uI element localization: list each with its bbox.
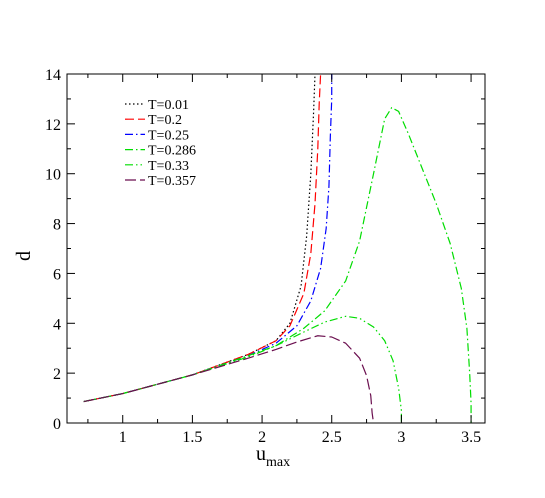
series-line-5 <box>83 335 375 424</box>
series-line-4 <box>83 315 402 423</box>
series-line-0 <box>83 73 316 403</box>
series-line-1 <box>83 73 322 403</box>
legend-label: T=0.2 <box>148 113 182 128</box>
x-tick-label: 2.5 <box>322 429 342 446</box>
x-axis-title-sub: max <box>266 455 290 470</box>
plot-area <box>66 73 486 424</box>
y-tick-label: 14 <box>45 67 61 84</box>
x-tick-label: 3 <box>397 429 405 446</box>
y-tick-label: 6 <box>53 266 61 283</box>
x-tick-label: 1 <box>119 429 127 446</box>
tick-labels: 1 1.5 2 2.5 3 3.5 0 2 4 6 8 10 12 14 <box>45 67 481 446</box>
series-line-2 <box>83 74 333 403</box>
legend-label: T=0.286 <box>148 144 196 159</box>
y-tick-label: 2 <box>53 366 61 383</box>
x-tick-label: 1.5 <box>182 429 202 446</box>
y-tick-label: 8 <box>53 217 61 234</box>
legend-label: T=0.25 <box>148 128 189 143</box>
series-layer <box>83 73 472 424</box>
series-line-3 <box>83 107 472 423</box>
plot-frame <box>66 73 486 424</box>
x-tick-label: 3.5 <box>461 429 481 446</box>
y-tick-label: 10 <box>45 167 61 184</box>
legend-label: T=0.357 <box>148 174 196 189</box>
y-axis-title: d <box>13 251 35 261</box>
legend-label: T=0.01 <box>148 98 189 113</box>
x-axis-title-main: u <box>256 443 266 465</box>
x-tick-label: 2 <box>258 429 266 446</box>
x-axis-title: umax <box>256 443 290 470</box>
y-tick-label: 0 <box>53 416 61 433</box>
legend-label: T=0.33 <box>148 159 189 174</box>
ticks-layer <box>67 73 485 424</box>
y-tick-label: 4 <box>53 316 61 333</box>
y-tick-label: 12 <box>45 117 61 134</box>
